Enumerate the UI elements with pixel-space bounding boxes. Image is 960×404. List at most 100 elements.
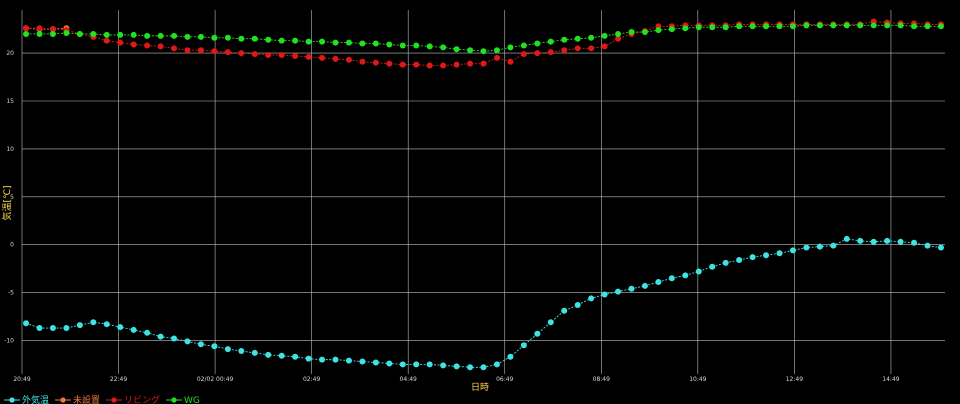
data-point bbox=[601, 291, 608, 298]
data-point bbox=[117, 324, 124, 331]
data-point bbox=[278, 37, 285, 44]
data-point bbox=[655, 27, 662, 34]
data-point bbox=[265, 36, 272, 43]
data-point bbox=[386, 41, 393, 48]
data-point bbox=[184, 33, 191, 40]
data-point bbox=[574, 35, 581, 42]
data-point bbox=[372, 359, 379, 366]
x-axis-title: 日時 bbox=[471, 382, 489, 393]
data-point bbox=[36, 30, 43, 37]
legend-marker bbox=[9, 397, 15, 403]
data-point bbox=[749, 23, 756, 30]
data-point bbox=[76, 30, 83, 37]
data-point bbox=[816, 243, 823, 250]
data-point bbox=[23, 320, 30, 327]
legend-label: 未設置 bbox=[73, 394, 100, 404]
data-point bbox=[372, 40, 379, 47]
data-point bbox=[36, 25, 43, 32]
data-point bbox=[588, 45, 595, 52]
data-point bbox=[184, 338, 191, 345]
data-point bbox=[615, 288, 622, 295]
data-point bbox=[440, 362, 447, 369]
data-point bbox=[641, 282, 648, 289]
data-point bbox=[238, 50, 245, 57]
data-point bbox=[130, 326, 137, 333]
legend-label: WG bbox=[184, 396, 200, 404]
data-point bbox=[816, 22, 823, 29]
data-point bbox=[171, 45, 178, 52]
data-point bbox=[319, 54, 326, 61]
data-point bbox=[197, 33, 204, 40]
x-tick-label: 20:49 bbox=[13, 376, 30, 383]
y-tick-label: -10 bbox=[4, 337, 14, 344]
data-point bbox=[857, 237, 864, 244]
data-point bbox=[803, 244, 810, 251]
data-point bbox=[561, 307, 568, 314]
data-point bbox=[251, 35, 258, 42]
data-point bbox=[49, 325, 56, 332]
data-point bbox=[426, 361, 433, 368]
data-point bbox=[90, 30, 97, 37]
data-point bbox=[345, 357, 352, 364]
legend-item: WG bbox=[166, 396, 200, 404]
series-layer bbox=[23, 18, 944, 371]
data-point bbox=[682, 272, 689, 279]
y-tick-label: 5 bbox=[10, 194, 14, 201]
data-point bbox=[345, 56, 352, 63]
data-point bbox=[574, 45, 581, 52]
data-point bbox=[332, 55, 339, 62]
data-point bbox=[453, 61, 460, 68]
data-point bbox=[413, 42, 420, 49]
data-point bbox=[628, 285, 635, 292]
legend-label: リビング bbox=[124, 394, 160, 404]
data-point bbox=[372, 59, 379, 66]
data-point bbox=[399, 61, 406, 68]
data-point bbox=[157, 43, 164, 50]
data-point bbox=[547, 38, 554, 45]
data-point bbox=[440, 62, 447, 69]
data-point bbox=[615, 30, 622, 37]
data-point bbox=[480, 48, 487, 55]
data-point bbox=[749, 254, 756, 261]
y-tick-label: 0 bbox=[10, 242, 14, 249]
data-point bbox=[601, 32, 608, 39]
data-point bbox=[278, 352, 285, 359]
x-tick-label: 10:49 bbox=[689, 376, 706, 383]
data-point bbox=[426, 62, 433, 69]
data-point bbox=[924, 23, 931, 30]
data-point bbox=[722, 259, 729, 266]
data-point bbox=[682, 25, 689, 32]
data-point bbox=[561, 36, 568, 43]
series-0 bbox=[23, 235, 944, 371]
data-point bbox=[641, 29, 648, 36]
data-point bbox=[493, 54, 500, 61]
data-point bbox=[144, 329, 151, 336]
data-point bbox=[319, 38, 326, 45]
data-point bbox=[359, 58, 366, 65]
data-point bbox=[453, 46, 460, 53]
grid bbox=[21, 10, 945, 374]
y-tick-label: 15 bbox=[6, 98, 14, 105]
y-tick-label: -5 bbox=[8, 290, 14, 297]
data-point bbox=[90, 319, 97, 326]
data-point bbox=[292, 353, 299, 360]
data-point bbox=[211, 34, 218, 41]
data-point bbox=[399, 361, 406, 368]
data-point bbox=[843, 22, 850, 29]
data-point bbox=[763, 23, 770, 30]
x-tick-label: 02:49 bbox=[303, 376, 320, 383]
data-point bbox=[534, 330, 541, 337]
data-point bbox=[547, 319, 554, 326]
legend-item: 外気温 bbox=[4, 394, 49, 404]
data-point bbox=[467, 60, 474, 67]
x-tick-label: 02/02 00:49 bbox=[197, 376, 234, 383]
data-point bbox=[588, 295, 595, 302]
data-point bbox=[251, 51, 258, 58]
data-point bbox=[224, 34, 231, 41]
data-point bbox=[480, 60, 487, 67]
data-point bbox=[386, 360, 393, 367]
data-point bbox=[897, 22, 904, 29]
data-point bbox=[359, 358, 366, 365]
data-point bbox=[911, 23, 918, 30]
